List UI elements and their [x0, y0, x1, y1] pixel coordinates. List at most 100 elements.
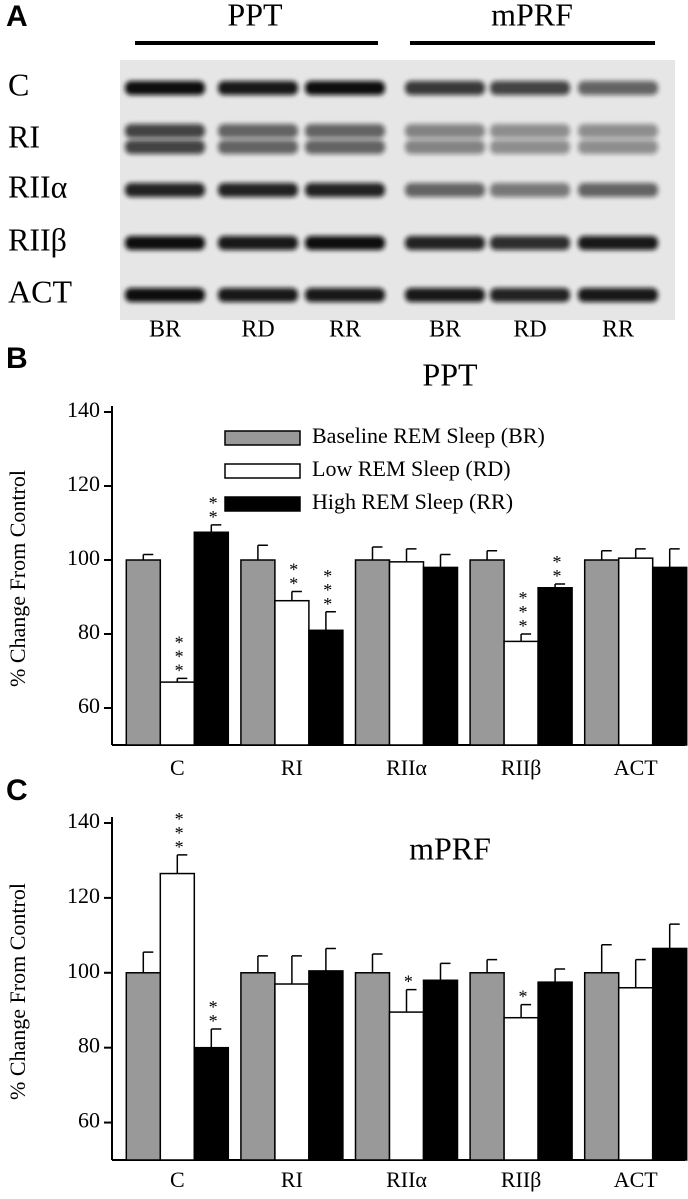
blot-band — [305, 236, 385, 250]
chart-title: mPRF — [409, 830, 491, 866]
significance: ** — [203, 493, 223, 521]
x-tick-label: RIIα — [386, 755, 427, 780]
blot-band — [490, 81, 570, 95]
error-bar — [600, 550, 612, 560]
bar — [274, 983, 310, 1161]
blot-band — [405, 236, 485, 250]
bar — [159, 872, 196, 1161]
blot-band — [305, 124, 385, 138]
significance: *** — [169, 809, 189, 851]
blot-row-label: C — [8, 66, 29, 102]
y-tick-label: 120 — [67, 883, 100, 908]
blot-band — [218, 81, 298, 95]
blot-group: PPT — [227, 0, 283, 32]
bar — [274, 599, 310, 746]
error-bar — [439, 553, 451, 568]
x-tick-label: C — [170, 1167, 185, 1192]
bar — [193, 531, 230, 746]
blot-band — [405, 288, 485, 302]
blot-band — [125, 124, 205, 138]
blot-band — [578, 288, 658, 302]
x-tick-label: RIIβ — [501, 1167, 542, 1192]
error-bar — [142, 951, 154, 973]
bar — [537, 981, 573, 1161]
x-tick-label: ACT — [614, 1167, 659, 1192]
blot-row-label: ACT — [8, 273, 72, 309]
significance: ** — [284, 559, 304, 587]
y-tick-label: 80 — [78, 1033, 100, 1058]
blot-band — [218, 140, 298, 154]
error-bar — [210, 524, 222, 533]
blot-band — [405, 183, 485, 197]
error-bar — [325, 947, 336, 971]
bar — [240, 972, 276, 1161]
significance: *** — [318, 566, 338, 608]
blot-row-label: RIIβ — [8, 221, 67, 257]
blot-band — [305, 81, 385, 95]
blot-band — [490, 288, 570, 302]
bar — [388, 561, 425, 746]
error-bar — [634, 958, 646, 988]
x-tick-label: RI — [281, 1167, 303, 1192]
error-bar — [325, 611, 336, 631]
blot-band — [578, 183, 658, 197]
bar — [125, 972, 162, 1161]
error-bar — [142, 553, 154, 560]
legend-label: Low REM Sleep (RD) — [312, 456, 511, 481]
blot-lane-label: BR — [429, 317, 461, 343]
blot-row-label: RIIα — [8, 168, 68, 204]
error-bar — [554, 968, 566, 983]
error-bar — [486, 550, 498, 560]
blot-lane-label: RD — [513, 317, 546, 343]
bar — [583, 559, 620, 746]
bar — [651, 947, 688, 1161]
panel-label: C — [6, 774, 28, 807]
x-tick-label: RIIα — [386, 1167, 427, 1192]
bar — [583, 972, 620, 1161]
legend-label: High REM Sleep (RR) — [312, 489, 513, 514]
error-bar — [600, 943, 612, 973]
error-bar — [634, 548, 646, 559]
error-bar — [210, 1028, 222, 1048]
blot-band — [490, 140, 570, 154]
blot-band — [305, 288, 385, 302]
blot-band — [490, 124, 570, 138]
blot-band — [125, 288, 205, 302]
error-bar — [405, 548, 417, 562]
blot-band — [305, 183, 385, 197]
significance: *** — [169, 632, 189, 674]
significance: * — [398, 972, 418, 986]
panel-label: A — [6, 0, 28, 33]
bar — [308, 970, 344, 1161]
error-bar — [257, 544, 268, 560]
significance: ** — [547, 552, 567, 580]
error-bar — [554, 583, 566, 588]
bar — [617, 987, 654, 1161]
blot-band — [578, 140, 658, 154]
bar — [354, 559, 391, 746]
legend-label: Baseline REM Sleep (BR) — [312, 423, 545, 448]
blot-lane-label: BR — [149, 317, 181, 343]
error-bar — [176, 677, 188, 683]
y-tick-label: 60 — [78, 1108, 100, 1133]
bar — [193, 1046, 230, 1161]
error-bar — [291, 955, 302, 985]
blot-band — [125, 183, 205, 197]
blot-band — [218, 124, 298, 138]
y-tick-label: 100 — [67, 545, 100, 570]
error-bar — [439, 962, 451, 981]
bar — [651, 566, 688, 746]
y-tick-label: 80 — [78, 619, 100, 644]
error-bar — [668, 923, 680, 949]
y-tick-label: 60 — [78, 693, 100, 718]
error-bar — [520, 633, 532, 642]
legend-swatch — [224, 463, 301, 479]
error-bar — [371, 953, 383, 973]
error-bar — [371, 546, 383, 560]
blot-group: mPRF — [491, 0, 573, 32]
blot-band — [405, 81, 485, 95]
bar — [125, 559, 162, 746]
blot-band — [578, 124, 658, 138]
panel-label: B — [6, 342, 28, 375]
y-tick-label: 100 — [67, 958, 100, 983]
